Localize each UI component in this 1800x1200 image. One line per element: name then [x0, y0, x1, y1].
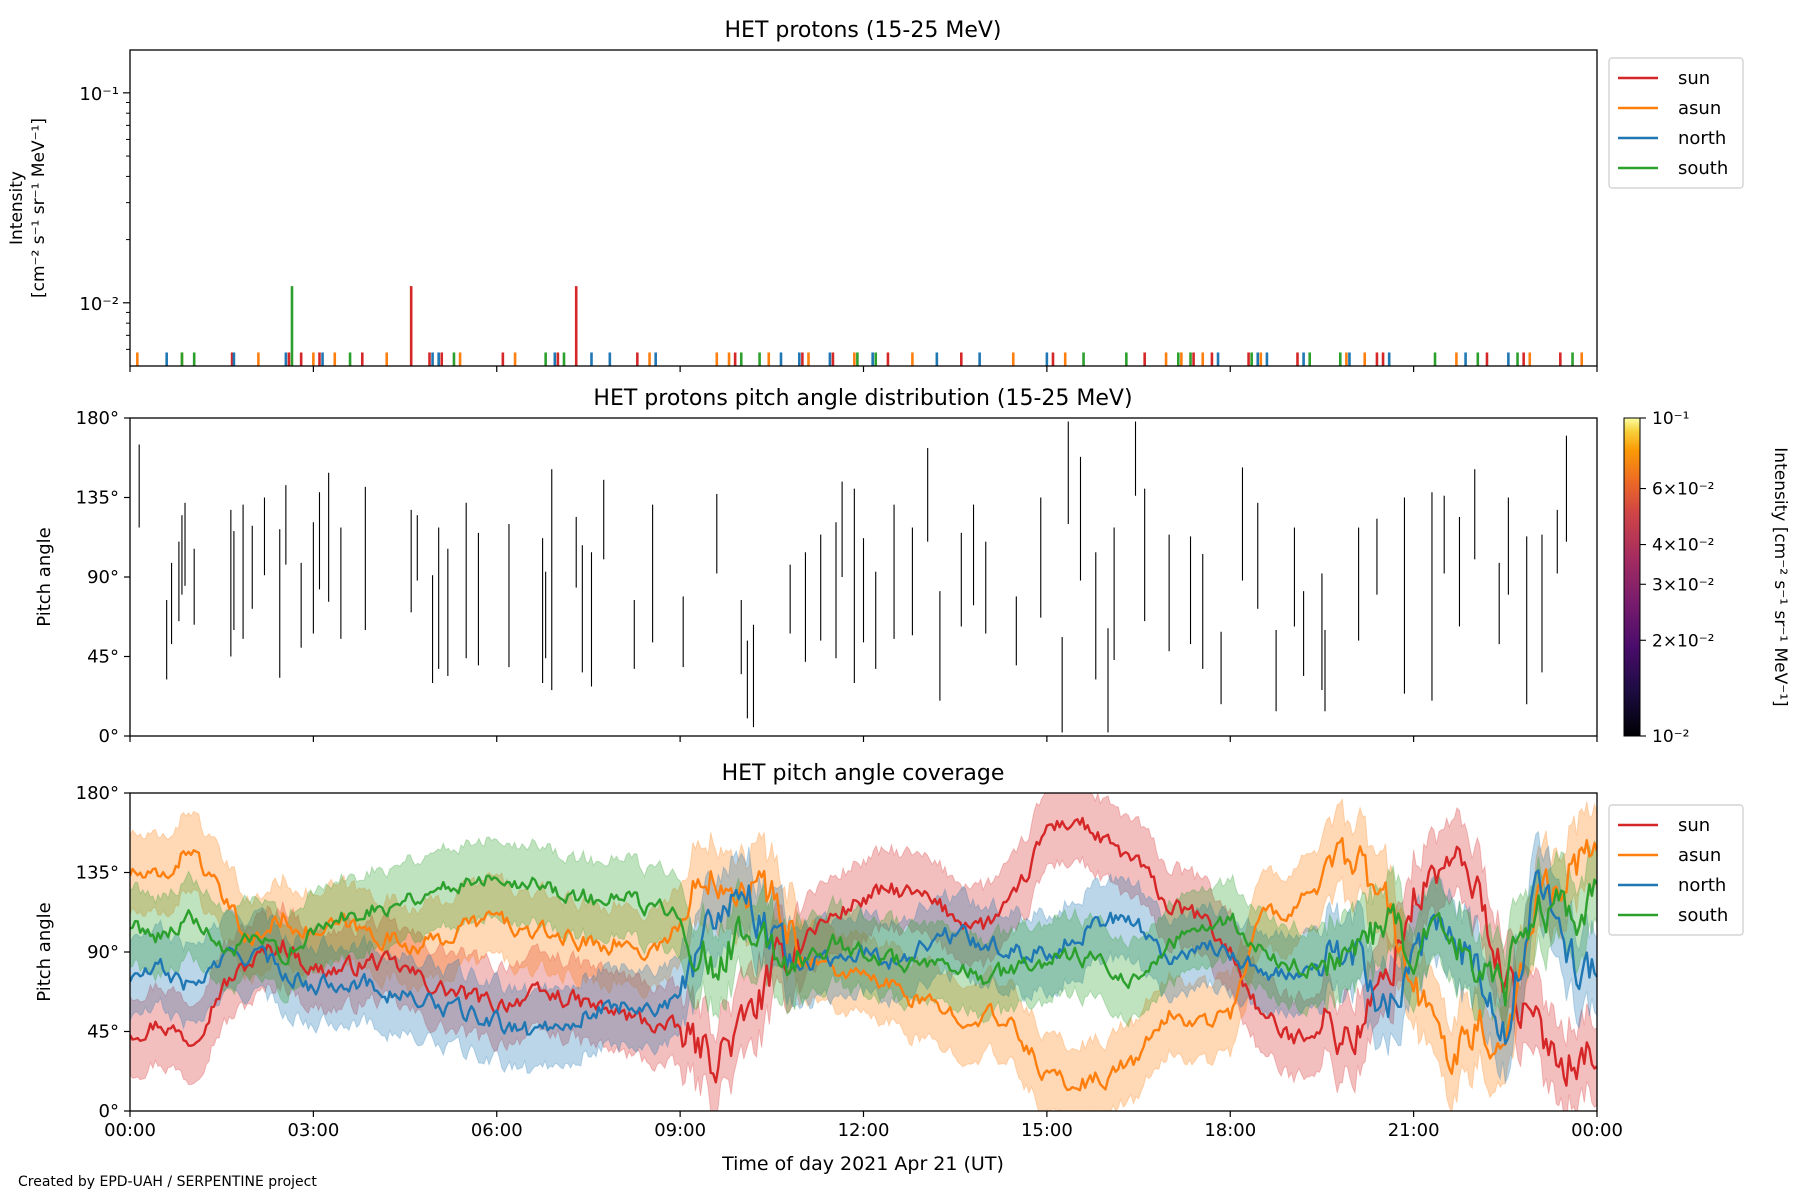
y-tick-label: 180° [76, 408, 119, 429]
legend-label-south: south [1678, 158, 1728, 179]
panel1-frame [129, 49, 1598, 367]
panel2-x-ticks [129, 736, 1598, 742]
panel1-title: HET protons (15-25 MeV) [725, 18, 1002, 43]
colorbar-tick-label: 2×10⁻² [1652, 631, 1714, 651]
y-tick-label: 90° [87, 567, 119, 588]
colorbar-tick-label: 10⁻¹ [1652, 409, 1689, 429]
x-tick-label: 00:00 [1571, 1120, 1623, 1141]
colorbar-tick-label: 10⁻² [1652, 727, 1689, 747]
panel2-y-ticks: 0° 45° 90° 135° 180° [76, 408, 130, 747]
band-south [130, 836, 1597, 1045]
panel2-segments [138, 421, 1567, 733]
x-tick-label: 15:00 [1021, 1120, 1073, 1141]
line-sun [130, 816, 1597, 1087]
legend-label-north: north [1678, 128, 1726, 149]
pitch-angle-coverage-panel: HET pitch angle coverage Pitch angle 0° 4… [34, 761, 1744, 1175]
y-tick-label: 10⁻¹ [79, 84, 119, 105]
legend-label-sun: sun [1678, 815, 1710, 836]
x-tick-label: 06:00 [471, 1120, 523, 1141]
y-tick-label: 180° [76, 783, 119, 804]
panel3-lines [130, 816, 1597, 1092]
panel3-legend: sun asun north south [1608, 804, 1744, 936]
colorbar-tick-label: 4×10⁻² [1652, 536, 1714, 556]
panel1-minor-ticks [126, 101, 130, 350]
panel3-plot-area [130, 793, 1597, 1111]
line-south [130, 874, 1597, 1007]
panel3-title: HET pitch angle coverage [722, 761, 1005, 786]
panel3-frame [129, 792, 1598, 1112]
x-tick-label: 09:00 [654, 1120, 706, 1141]
panel1-legend-box [1608, 57, 1744, 189]
band-sun [130, 793, 1597, 1111]
x-tick-label: 18:00 [1204, 1120, 1256, 1141]
colorbar-gradient [1623, 417, 1641, 737]
y-tick-label: 45° [87, 1022, 119, 1043]
panel1-bars [136, 286, 1584, 366]
panel1-ylabel-line2: [cm⁻² s⁻¹ sr⁻¹ MeV⁻¹] [29, 118, 49, 298]
pitch-angle-distribution-panel: HET protons pitch angle distribution (15… [34, 386, 1790, 747]
panel2-frame [129, 417, 1598, 737]
legend-label-north: north [1678, 875, 1726, 896]
panel3-y-ticks: 0° 45° 90° 135° 180° [76, 783, 130, 1122]
y-tick-label: 45° [87, 647, 119, 668]
panel1-legend: sun asun north south [1608, 57, 1744, 189]
y-tick-label: 0° [99, 726, 119, 747]
x-tick-label: 00:00 [104, 1120, 156, 1141]
colorbar-ticks: 10⁻¹ 6×10⁻² 4×10⁻² 3×10⁻² 2×10⁻² 10⁻² [1640, 409, 1714, 747]
legend-label-sun: sun [1678, 68, 1710, 89]
colorbar: 10⁻¹ 6×10⁻² 4×10⁻² 3×10⁻² 2×10⁻² 10⁻² Intensi… [1623, 409, 1790, 747]
y-tick-label: 90° [87, 942, 119, 963]
colorbar-tick-label: 6×10⁻² [1652, 480, 1714, 500]
legend-label-asun: asun [1678, 98, 1721, 119]
footer-credit: Created by EPD-UAH / SERPENTINE project [18, 1174, 317, 1190]
intensity-panel: HET protons (15-25 MeV) Intensity [cm⁻² … [7, 18, 1744, 372]
y-tick-label: 135° [76, 863, 119, 884]
panel1-x-ticks [129, 366, 1598, 372]
colorbar-label: Intensity [cm⁻² s⁻¹ sr⁻¹ MeV⁻¹] [1770, 447, 1790, 706]
panel3-legend-box [1608, 804, 1744, 936]
legend-label-asun: asun [1678, 845, 1721, 866]
panel1-ylabel-line1: Intensity [7, 171, 27, 245]
y-tick-label: 10⁻² [79, 294, 119, 315]
panel3-x-ticks: 00:00 03:00 06:00 09:00 12:00 15:00 18:00 21:00… [104, 1111, 1623, 1141]
x-tick-label: 21:00 [1388, 1120, 1440, 1141]
panel2-title: HET protons pitch angle distribution (15… [593, 386, 1132, 411]
y-tick-label: 135° [76, 488, 119, 509]
colorbar-tick-label: 3×10⁻² [1652, 575, 1714, 595]
panel3-ylabel: Pitch angle [34, 902, 55, 1001]
legend-label-south: south [1678, 905, 1728, 926]
x-tick-label: 12:00 [838, 1120, 890, 1141]
panel1-y-ticks: 10⁻¹ 10⁻² [79, 84, 130, 315]
y-tick-label: 0° [99, 1101, 119, 1122]
x-tick-label: 03:00 [287, 1120, 339, 1141]
panel3-xlabel: Time of day 2021 Apr 21 (UT) [721, 1153, 1004, 1175]
line-asun [130, 837, 1597, 1092]
panel2-ylabel: Pitch angle [34, 527, 55, 626]
